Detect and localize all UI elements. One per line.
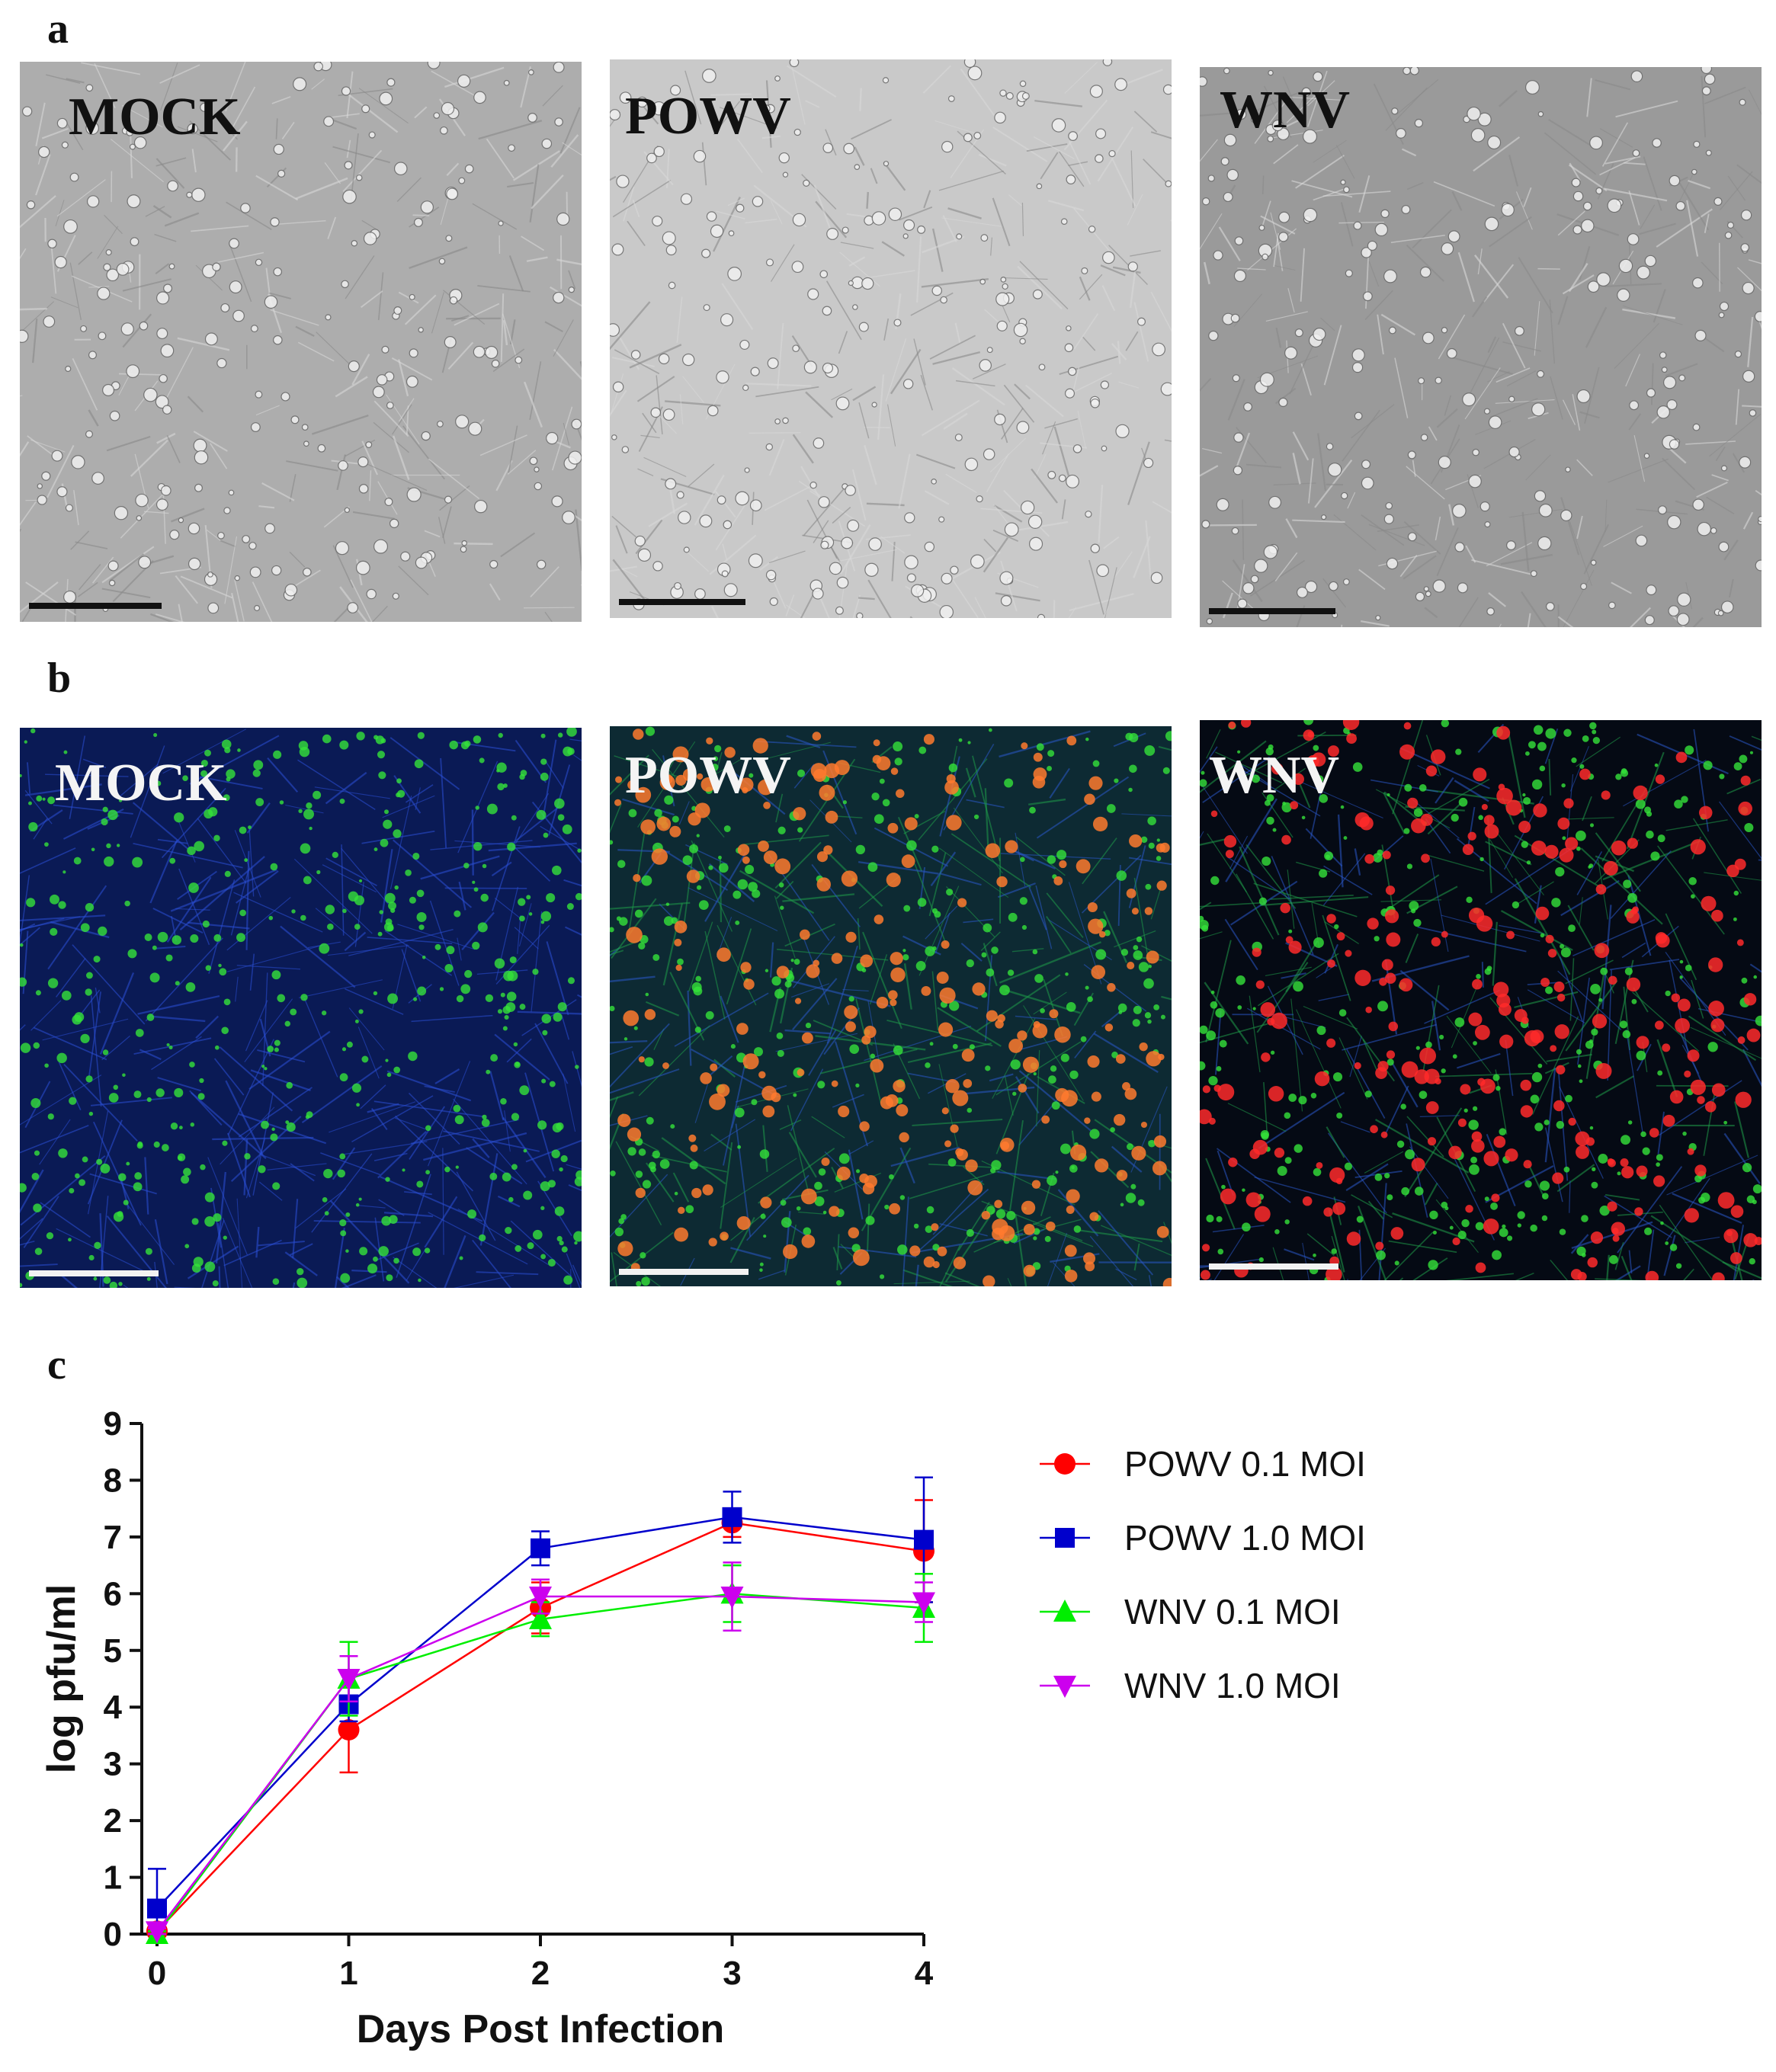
micrograph-label: MOCK [69,88,241,146]
micrograph-texture [1200,720,1762,1280]
x-tick-label: 4 [915,1955,934,1992]
legend-marker [1053,1676,1076,1698]
x-tick-label: 3 [723,1955,741,1992]
series-wnv-1-0-moi [146,1561,935,1944]
micrograph-b-wnv: WNV [1200,720,1762,1280]
scale-bar [619,1269,749,1275]
data-point [529,1606,552,1629]
y-tick-label: 8 [104,1462,122,1499]
data-point [912,1592,935,1615]
legend-label: POWV 0.1 MOI [1124,1444,1366,1484]
micrograph-b-mock: MOCK [20,728,582,1288]
micrograph-b-powv: POWV [610,726,1172,1286]
micrograph-texture [20,62,582,622]
data-point [529,1587,552,1609]
y-tick-label: 6 [104,1575,122,1612]
y-tick-label: 2 [104,1802,122,1840]
legend-marker [1054,1453,1076,1475]
series-powv-0-1-moi [146,1499,934,1942]
legend-marker [1053,1600,1076,1622]
series-line [156,1593,925,1935]
series-line [156,1595,925,1933]
series-line [156,1516,925,1910]
scale-bar [29,1270,159,1276]
micrograph-label: MOCK [55,754,227,812]
y-tick-label: 5 [104,1632,122,1670]
micrograph-texture [1200,67,1762,627]
data-point [914,1529,934,1550]
scale-bar [29,603,162,609]
x-tick-label: 0 [148,1955,166,1992]
legend-label: POWV 1.0 MOI [1124,1518,1366,1558]
y-tick-label: 4 [104,1689,123,1726]
data-point [720,1587,744,1609]
micrograph-texture [610,726,1172,1286]
data-point [531,1538,550,1558]
scale-bar [1209,1263,1338,1270]
legend-marker [1055,1528,1075,1548]
y-tick-label: 9 [104,1405,122,1443]
micrograph-a-wnv: WNV [1200,67,1762,627]
panel-letter-b: b [47,655,72,702]
series-wnv-0-1-moi [146,1564,935,1944]
scale-bar [1209,608,1335,614]
micrograph-label: WNV [1209,746,1340,805]
legend: POWV 0.1 MOI POWV 1.0 MOI WNV 0.1 MOI WNV 1… [1040,1444,1366,1705]
data-point [146,1921,168,1944]
legend-label: WNV 1.0 MOI [1124,1666,1341,1705]
series-powv-1-0-moi [147,1476,934,1936]
micrograph-a-powv: POWV [610,59,1172,618]
x-tick-label: 2 [531,1955,550,1992]
micrograph-texture [610,59,1172,618]
micrograph-label: WNV [1220,81,1351,139]
x-axis-label: Days Post Infection [357,2007,725,2051]
data-point [722,1507,742,1527]
panel-letter-c: c [47,1341,66,1388]
y-tick-label: 3 [104,1746,122,1783]
y-tick-label: 0 [104,1916,122,1953]
y-tick-label: 7 [104,1519,122,1556]
micrograph-texture [20,728,582,1288]
scale-bar [619,599,745,605]
panel-letter-a: a [47,5,69,53]
data-point [338,1719,360,1741]
data-point [147,1898,167,1919]
micrograph-a-mock: MOCK [20,62,582,622]
y-tick-label: 1 [104,1859,122,1897]
x-tick-label: 1 [339,1955,357,1992]
micrograph-label: POWV [625,87,791,146]
growth-curve-chart: 0 1 2 3 4 5 6 7 8 9 0 1 2 3 4 Days Post Infection log pf… [40,1405,1366,2051]
micrograph-label: POWV [625,746,791,805]
y-axis-label: log pfu/ml [40,1584,84,1773]
data-point [337,1669,361,1691]
legend-label: WNV 0.1 MOI [1124,1592,1341,1632]
